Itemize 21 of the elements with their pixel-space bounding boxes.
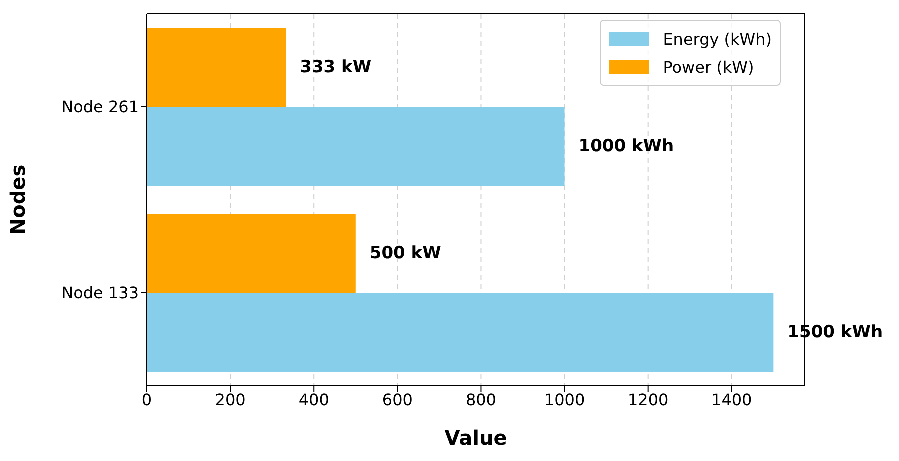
bar	[147, 293, 774, 372]
x-tick-label: 400	[298, 390, 330, 410]
x-tick-label: 800	[466, 390, 496, 410]
x-tick-label: 200	[215, 390, 246, 410]
y-axis-title: Nodes	[6, 164, 30, 236]
legend-label: Power (kW)	[663, 58, 754, 76]
bar	[147, 214, 356, 293]
data-label: 333 kW	[300, 58, 372, 78]
y-tick-label: Node 261	[62, 98, 139, 117]
x-tick-label: 600	[382, 390, 413, 410]
x-axis-title: Value	[444, 426, 508, 450]
x-tick-label: 1400	[712, 390, 752, 410]
x-tick-label: 1000	[544, 390, 586, 410]
data-label: 1000 kWh	[578, 136, 674, 156]
x-tick-label: 0	[142, 390, 152, 410]
y-tick-label: Node 133	[62, 284, 139, 303]
bar	[147, 28, 286, 107]
bar	[147, 107, 565, 186]
data-label: 500 kW	[370, 244, 442, 264]
x-tick-label: 1200	[628, 390, 669, 410]
legend-label: Energy (kWh)	[663, 30, 772, 48]
